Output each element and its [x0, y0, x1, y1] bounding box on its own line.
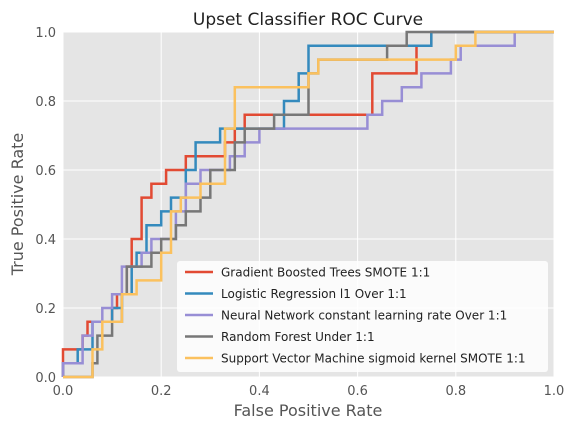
- x-tick-label: 1.0: [544, 384, 565, 399]
- x-tick-label: 0.8: [445, 384, 466, 399]
- x-axis-label: False Positive Rate: [234, 401, 383, 420]
- y-axis-label: True Positive Rate: [8, 133, 27, 277]
- series-line-2: [61, 30, 554, 377]
- x-tick-label: 0.0: [53, 384, 74, 399]
- y-tick-label: 1.0: [35, 26, 56, 41]
- x-tick-label: 0.4: [249, 384, 270, 399]
- y-tick-label: 0.8: [35, 95, 56, 110]
- legend-label-2: Neural Network constant learning rate Ov…: [221, 309, 507, 323]
- series-line-4: [63, 30, 554, 379]
- x-tick-label: 0.2: [151, 384, 172, 399]
- legend: Gradient Boosted Trees SMOTE 1:1 Logistic…: [177, 261, 548, 372]
- y-tick-label: 0.2: [35, 302, 56, 317]
- y-tick-label: 0.6: [35, 164, 56, 179]
- tick-labels: 0.0 0.2 0.4 0.6 0.8 1.0 0.0 0.2 0.4 0.6 0.8 1.0: [35, 26, 564, 399]
- x-tick-label: 0.6: [347, 384, 368, 399]
- legend-label-1: Logistic Regression l1 Over 1:1: [221, 287, 407, 301]
- series-line-1: [61, 30, 554, 377]
- series-lines: [61, 30, 554, 379]
- y-tick-label: 0.4: [35, 233, 56, 248]
- legend-box: [177, 261, 548, 372]
- legend-label-3: Random Forest Under 1:1: [221, 330, 375, 344]
- legend-items: Gradient Boosted Trees SMOTE 1:1 Logistic…: [185, 266, 526, 366]
- chart-title: Upset Classifier ROC Curve: [193, 10, 423, 30]
- legend-label-0: Gradient Boosted Trees SMOTE 1:1: [221, 266, 430, 280]
- y-tick-label: 0.0: [35, 371, 56, 386]
- legend-label-4: Support Vector Machine sigmoid kernel SM…: [221, 352, 526, 366]
